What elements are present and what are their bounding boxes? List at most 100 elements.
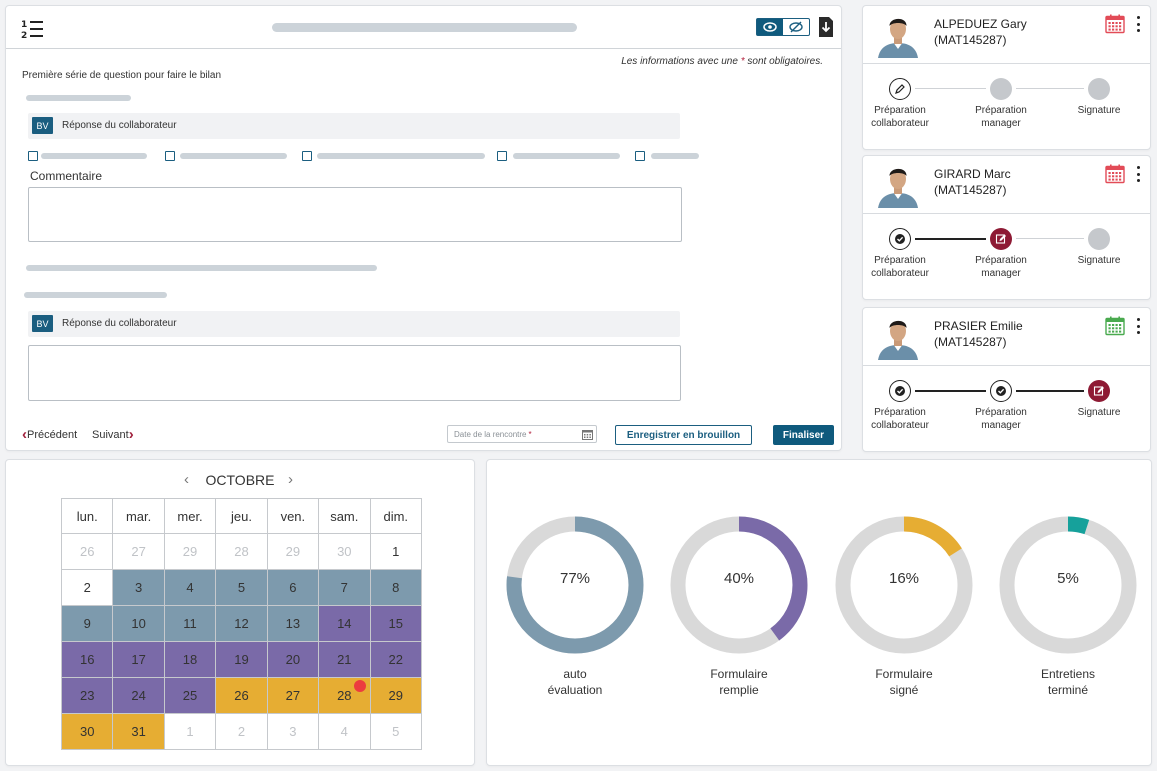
calendar-day[interactable]: 29 bbox=[266, 533, 320, 570]
comment-textarea[interactable] bbox=[28, 187, 682, 242]
more-options-icon[interactable] bbox=[1135, 318, 1141, 334]
calendar-day[interactable]: 6 bbox=[266, 569, 320, 606]
calendar-day[interactable]: 11 bbox=[163, 605, 217, 642]
step-3-status-icon bbox=[1088, 228, 1110, 250]
calendar-icon[interactable] bbox=[1105, 316, 1125, 336]
save-draft-button[interactable]: Enregistrer en brouillon bbox=[615, 425, 752, 445]
calendar-day[interactable]: 21 bbox=[318, 641, 371, 678]
calendar-day[interactable]: 28 bbox=[215, 533, 268, 570]
calendar-day[interactable]: 16 bbox=[60, 641, 114, 678]
calendar-day[interactable]: 2 bbox=[215, 713, 268, 750]
step-label: Préparation collaborateur bbox=[871, 407, 929, 431]
numbered-list-icon[interactable]: 1 2 bbox=[20, 18, 44, 40]
calendar-day[interactable]: 7 bbox=[318, 569, 371, 606]
stat-percentage: 16% bbox=[888, 570, 920, 587]
employee-card[interactable]: ALPEDUEZ Gary (MAT145287) Préparation co… bbox=[862, 5, 1151, 150]
next-link[interactable]: Suivant › bbox=[92, 426, 134, 443]
step-1-status-icon bbox=[889, 380, 911, 402]
calendar-day[interactable]: 25 bbox=[163, 677, 217, 714]
step-label: Signature bbox=[1077, 105, 1121, 116]
calendar-icon[interactable] bbox=[1105, 14, 1125, 34]
calendar-day[interactable]: 17 bbox=[112, 641, 165, 678]
finalize-button[interactable]: Finaliser bbox=[773, 425, 834, 445]
calendar-day[interactable]: 1 bbox=[163, 713, 217, 750]
calendar-day[interactable]: 23 bbox=[60, 677, 114, 714]
answer-bar: BV Réponse du collaborateur bbox=[28, 113, 680, 139]
eye-icon[interactable] bbox=[757, 19, 783, 35]
more-options-icon[interactable] bbox=[1135, 166, 1141, 182]
employee-id: (MAT145287) bbox=[934, 335, 1007, 349]
visibility-toggle[interactable] bbox=[756, 18, 810, 36]
calendar-day[interactable]: 29 bbox=[369, 677, 423, 714]
calendar-month: OCTOBRE bbox=[205, 472, 275, 488]
donut-chart bbox=[670, 516, 808, 654]
chevron-left-icon[interactable]: ‹ bbox=[184, 471, 189, 488]
calendar-day[interactable]: 26 bbox=[60, 533, 114, 570]
chevron-right-icon[interactable]: › bbox=[288, 471, 293, 488]
calendar-day[interactable]: 4 bbox=[163, 569, 217, 606]
calendar-day[interactable]: 30 bbox=[318, 533, 371, 570]
calendar-day[interactable]: 1 bbox=[369, 533, 423, 570]
chevron-left-icon: ‹ bbox=[22, 426, 27, 443]
calendar-day[interactable]: 22 bbox=[369, 641, 423, 678]
calendar-day[interactable]: 28 bbox=[318, 677, 371, 714]
track-connector bbox=[1016, 238, 1084, 239]
calendar-day[interactable]: 15 bbox=[369, 605, 423, 642]
calendar-day[interactable]: 3 bbox=[112, 569, 165, 606]
calendar-day[interactable]: 19 bbox=[215, 641, 268, 678]
previous-link[interactable]: ‹ Précédent bbox=[22, 426, 78, 443]
svg-text:2: 2 bbox=[21, 31, 27, 40]
calendar-icon[interactable] bbox=[582, 429, 593, 440]
calendar-day[interactable]: 18 bbox=[163, 641, 217, 678]
calendar-day[interactable]: 20 bbox=[266, 641, 320, 678]
answer-bar: BV Réponse du collaborateur bbox=[28, 311, 680, 337]
calendar-day[interactable]: 29 bbox=[163, 533, 217, 570]
calendar-day[interactable]: 10 bbox=[112, 605, 165, 642]
download-icon[interactable] bbox=[818, 16, 834, 38]
calendar-day[interactable]: 5 bbox=[215, 569, 268, 606]
calendar-day[interactable]: 24 bbox=[112, 677, 165, 714]
step-label: Préparation manager bbox=[975, 255, 1027, 279]
calendar-day[interactable]: 2 bbox=[60, 569, 114, 606]
calendar-grid: lun. mar. mer. jeu. ven. sam. dim. 26 27 29 28 29 30… bbox=[60, 498, 423, 750]
calendar-day[interactable]: 31 bbox=[112, 713, 165, 750]
checkbox[interactable] bbox=[635, 151, 645, 161]
bv-badge: BV bbox=[32, 315, 53, 332]
calendar-day[interactable]: 3 bbox=[266, 713, 320, 750]
calendar-day[interactable]: 30 bbox=[60, 713, 114, 750]
step-1-status-icon bbox=[889, 228, 911, 250]
calendar-day[interactable]: 13 bbox=[266, 605, 320, 642]
calendar-day[interactable]: 9 bbox=[60, 605, 114, 642]
meeting-date-input[interactable]: Date de la rencontre * bbox=[447, 425, 597, 443]
question-placeholder bbox=[26, 265, 377, 271]
checkbox[interactable] bbox=[302, 151, 312, 161]
calendar-icon[interactable] bbox=[1105, 164, 1125, 184]
calendar-day[interactable]: 14 bbox=[318, 605, 371, 642]
calendar-day[interactable]: 26 bbox=[215, 677, 268, 714]
checkbox[interactable] bbox=[28, 151, 38, 161]
donut-value-arc bbox=[999, 516, 1137, 654]
donut-value-arc bbox=[835, 516, 973, 654]
checkbox[interactable] bbox=[165, 151, 175, 161]
eye-off-icon[interactable] bbox=[783, 19, 809, 35]
checkbox[interactable] bbox=[497, 151, 507, 161]
calendar-day[interactable]: 27 bbox=[112, 533, 165, 570]
calendar-day[interactable]: 4 bbox=[318, 713, 371, 750]
more-options-icon[interactable] bbox=[1135, 16, 1141, 32]
calendar-panel: ‹ OCTOBRE › lun. mar. mer. jeu. ven. sam. dim.… bbox=[5, 459, 475, 766]
avatar bbox=[876, 162, 920, 208]
avatar bbox=[876, 12, 920, 58]
calendar-day[interactable]: 8 bbox=[369, 569, 423, 606]
progress-tracker: Préparation collaborateur Préparation man… bbox=[863, 228, 1150, 292]
employee-card[interactable]: GIRARD Marc (MAT145287) Préparation coll… bbox=[862, 155, 1151, 300]
answer-textarea[interactable] bbox=[28, 345, 681, 401]
calendar-day[interactable]: 5 bbox=[369, 713, 423, 750]
calendar-day[interactable]: 12 bbox=[215, 605, 268, 642]
employee-card[interactable]: PRASIER Emilie (MAT145287) Préparation c… bbox=[862, 307, 1151, 452]
calendar-day[interactable]: 27 bbox=[266, 677, 320, 714]
weekday-header: lun. bbox=[60, 498, 114, 534]
donut-chart bbox=[999, 516, 1137, 654]
form-panel: 1 2 Les informations avec une * sont obl… bbox=[5, 5, 842, 451]
svg-text:1: 1 bbox=[21, 20, 27, 30]
employee-id: (MAT145287) bbox=[934, 33, 1007, 47]
